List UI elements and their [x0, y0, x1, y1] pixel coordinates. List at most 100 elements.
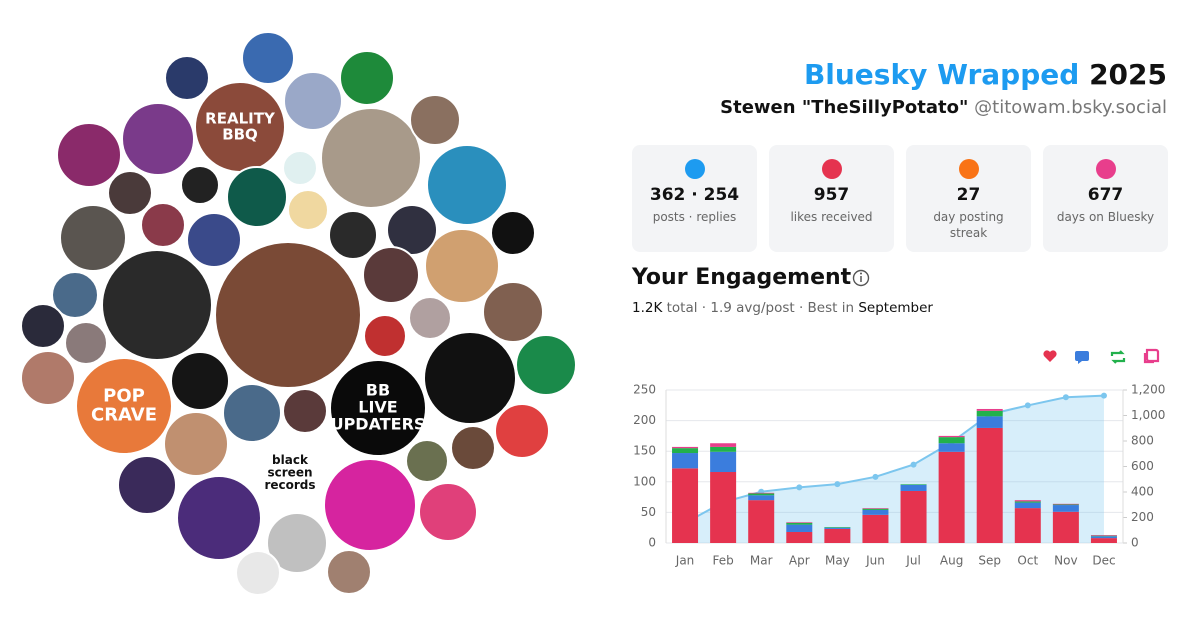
avatar-text: LIVE	[358, 398, 397, 417]
avatar[interactable]	[283, 71, 343, 131]
y-tick-label: 250	[633, 383, 656, 397]
avatar[interactable]	[282, 150, 318, 186]
stat-card: 677 days on Bluesky	[1043, 145, 1168, 252]
avatar[interactable]	[64, 321, 108, 365]
line-point	[1062, 394, 1069, 401]
stat-label: days on Bluesky	[1056, 210, 1155, 224]
avatar[interactable]	[515, 334, 577, 396]
avatar[interactable]	[163, 411, 229, 477]
bar-segment	[710, 446, 737, 452]
y-tick-label: 200	[633, 413, 656, 427]
avatar[interactable]	[329, 359, 427, 457]
avatar[interactable]	[107, 170, 153, 216]
stat-icon	[958, 159, 979, 179]
info-icon[interactable]	[852, 269, 870, 287]
bar-segment	[862, 509, 889, 515]
legend-icon[interactable]	[1075, 351, 1089, 364]
bar-segment	[748, 500, 775, 543]
avatar[interactable]	[251, 434, 329, 512]
avatar[interactable]	[418, 482, 478, 542]
bar-segment	[1052, 503, 1079, 505]
legend-icon[interactable]	[1143, 348, 1160, 364]
avatar[interactable]	[408, 296, 452, 340]
bar-segment	[786, 531, 813, 543]
avatar[interactable]	[186, 212, 242, 268]
avatar[interactable]	[75, 357, 173, 455]
bar-segment	[938, 437, 965, 444]
bar-segment	[824, 527, 851, 529]
line-point	[834, 481, 841, 488]
bar-segment	[900, 490, 927, 543]
avatar[interactable]	[140, 202, 186, 248]
avatar[interactable]	[20, 350, 76, 406]
avatar[interactable]	[56, 122, 122, 188]
y-tick-label: 100	[633, 474, 656, 488]
avatar[interactable]	[20, 303, 66, 349]
avatar[interactable]	[180, 165, 220, 205]
avatar[interactable]	[170, 351, 230, 411]
bar-segment	[672, 448, 699, 454]
avatar[interactable]	[101, 249, 213, 361]
bar-segment	[824, 528, 851, 543]
bar-segment	[862, 508, 889, 510]
avatar[interactable]	[287, 189, 329, 231]
avatar[interactable]	[117, 455, 177, 515]
avatar[interactable]	[226, 166, 288, 228]
avatar[interactable]	[450, 425, 496, 471]
avatar[interactable]	[494, 403, 550, 459]
avatar[interactable]	[423, 331, 517, 425]
avatar[interactable]	[282, 388, 328, 434]
bar-segment	[672, 468, 699, 543]
line-point	[910, 461, 917, 468]
avatar[interactable]	[405, 439, 449, 483]
legend-icon[interactable]	[1043, 350, 1057, 362]
x-tick-label: Oct	[1017, 554, 1038, 568]
avatar[interactable]	[241, 31, 295, 85]
avatar[interactable]	[424, 228, 500, 304]
avatar[interactable]	[426, 144, 508, 226]
bar-segment	[1090, 535, 1117, 537]
bar-segment	[1052, 505, 1079, 512]
title: Bluesky Wrapped 2025	[804, 58, 1167, 91]
bar-segment	[862, 514, 889, 543]
bar-segment	[976, 416, 1003, 428]
avatar[interactable]	[339, 50, 395, 106]
avatar[interactable]	[51, 271, 99, 319]
avatar[interactable]	[482, 281, 544, 343]
avatar[interactable]	[222, 383, 282, 443]
bar-segment	[710, 451, 737, 473]
avatar[interactable]	[266, 512, 328, 574]
title-brand: Bluesky Wrapped	[804, 58, 1079, 91]
avatar-text: black	[272, 453, 309, 467]
avatar[interactable]	[363, 314, 407, 358]
avatar[interactable]	[362, 246, 420, 304]
avatar[interactable]	[235, 550, 281, 596]
bar-segment	[938, 443, 965, 452]
avatar[interactable]	[326, 549, 372, 595]
avatar[interactable]	[214, 241, 362, 389]
bar-segment	[976, 408, 1003, 411]
bar-segment	[748, 493, 775, 496]
legend-icon[interactable]	[1110, 350, 1126, 364]
section-subtitle: 1.2K total · 1.9 avg/post · Best in Sept…	[632, 300, 933, 316]
y2-tick-label: 1,200	[1131, 383, 1165, 397]
bar-segment	[976, 410, 1003, 417]
bar-segment	[938, 451, 965, 543]
avatar[interactable]	[323, 458, 417, 552]
bar-segment	[710, 472, 737, 543]
stat-icon	[684, 159, 705, 179]
user-name: Stewen "TheSillyPotato"	[720, 97, 968, 118]
avatar[interactable]	[409, 94, 461, 146]
avatar-text: records	[264, 478, 315, 492]
avatar[interactable]	[328, 210, 378, 260]
avatar[interactable]	[121, 102, 195, 176]
avatar[interactable]	[164, 55, 210, 101]
y-tick-label: 150	[633, 444, 656, 458]
avatar[interactable]	[59, 204, 127, 272]
avatar[interactable]	[320, 107, 422, 209]
avatar[interactable]	[176, 475, 262, 561]
avatar[interactable]	[490, 210, 536, 256]
